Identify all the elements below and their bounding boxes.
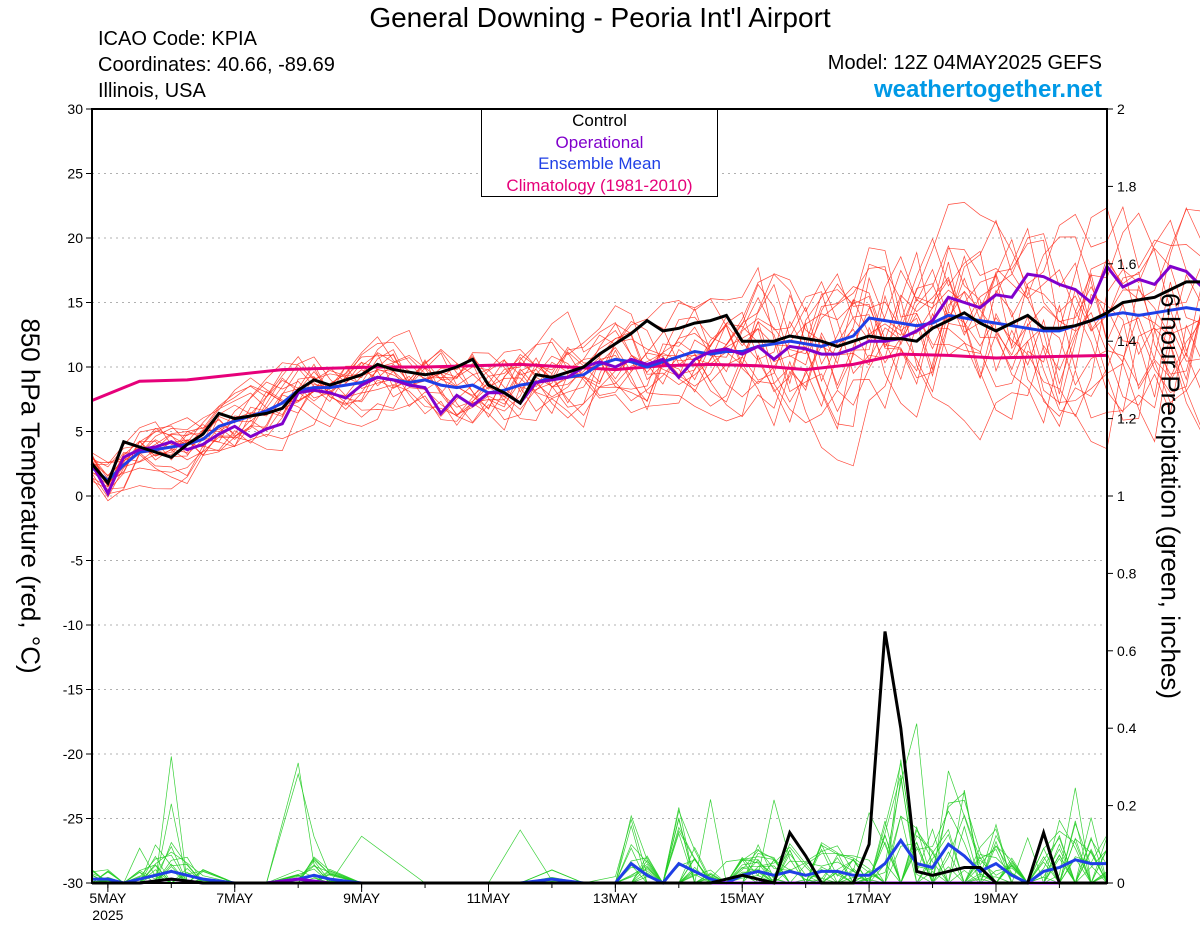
y-tick-label-right: 1.6 <box>1117 256 1137 272</box>
y-tick-label-left: -25 <box>63 811 83 827</box>
icao-code: ICAO Code: KPIA <box>98 28 257 50</box>
ensemble-member-temp-line <box>91 227 1200 495</box>
y-tick-label-left: 25 <box>67 166 83 182</box>
x-axis-ticks: 5MAY 7MAY 9MAY 11MAY 13MAY 15MAY 17MAY 19MAY 202… <box>89 883 1060 923</box>
y-tick-label-right: 0.6 <box>1117 643 1137 659</box>
legend-operational: Operational <box>555 132 644 152</box>
ensemble-member-temp-line <box>91 260 1200 465</box>
x-tick-label: 7MAY <box>216 890 254 906</box>
y-tick-label-left: -10 <box>63 617 83 633</box>
main-series <box>90 263 1200 885</box>
y-tick-label-right: 0.8 <box>1117 565 1137 581</box>
ensemble-member-temp-line <box>91 247 1200 502</box>
legend-control: Control <box>572 111 627 130</box>
x-tick-label: 17MAY <box>847 890 893 906</box>
y-tick-label-right: 0.2 <box>1117 798 1137 814</box>
operational-temp-line <box>90 263 1200 497</box>
y-tick-label-left: 20 <box>67 230 83 246</box>
y-tick-label-left: 0 <box>75 488 83 504</box>
y-tick-label-left: -15 <box>63 682 83 698</box>
ensemble-members-temperature <box>91 202 1200 502</box>
ensemble-member-temp-line <box>91 212 1200 485</box>
model-run: Model: 12Z 04MAY2025 GEFS <box>827 52 1102 74</box>
ensemble-member-precip-line <box>91 777 1108 884</box>
control-temp-line <box>90 280 1200 487</box>
y-tick-label-right: 1.8 <box>1117 178 1137 194</box>
y-tick-label-right: 2 <box>1117 101 1125 117</box>
y-tick-label-left: -5 <box>71 553 84 569</box>
x-tick-label: 9MAY <box>343 890 381 906</box>
ensemble-member-temp-line <box>91 208 1200 483</box>
x-tick-label: 19MAY <box>974 890 1020 906</box>
y-tick-label-left: 30 <box>67 101 83 117</box>
legend-climatology: Climatology (1981-2010) <box>506 175 693 195</box>
ensemble-member-temp-line <box>91 236 1200 492</box>
ensemble-member-temp-line <box>91 202 1200 483</box>
chart-title: General Downing - Peoria Int'l Airport <box>369 2 831 33</box>
ensemble-member-precip-line <box>91 723 1108 884</box>
site-name: weathertogether.net <box>873 76 1102 103</box>
ensemble-member-precip-line <box>91 826 1108 884</box>
ensemble-members-precipitation <box>91 723 1108 885</box>
y-tick-label-left: -30 <box>63 875 83 891</box>
y-tick-label-right: 1.2 <box>1117 411 1137 427</box>
ensemble-member-temp-line <box>91 279 1200 490</box>
y-axis-label-right: 6-hour Precipitation (green, inches) <box>1155 292 1186 700</box>
y-tick-label-right: 0.4 <box>1117 720 1137 736</box>
ensemble-member-precip-line <box>91 772 1107 884</box>
x-tick-label: 11MAY <box>467 890 511 906</box>
x-year-label: 2025 <box>92 907 123 923</box>
y-tick-label-right: 1.4 <box>1117 333 1137 349</box>
location: Illinois, USA <box>98 80 206 102</box>
ensemble-member-temp-line <box>91 255 1200 498</box>
ensemble-member-temp-line <box>91 207 1200 486</box>
x-tick-label: 5MAY <box>89 890 127 906</box>
legend: Control Operational Ensemble Mean Climat… <box>481 109 718 197</box>
plot-frame <box>91 108 1108 884</box>
ensemble-member-precip-line <box>91 834 1108 885</box>
ensemble-member-precip-line <box>91 774 1108 884</box>
grid-lines <box>92 173 1107 819</box>
x-tick-label: 13MAY <box>593 890 639 906</box>
ensemble-member-temp-line <box>91 266 1200 487</box>
ensemble-member-temp-line <box>91 219 1200 488</box>
left-axis-ticks: 30 25 20 15 10 5 0 -5 -10 -15 -20 -25 -30 <box>63 101 92 891</box>
ensemble-mean-temp-line <box>91 306 1200 483</box>
y-tick-label-right: 0 <box>1117 875 1125 891</box>
y-tick-label-left: 15 <box>67 295 83 311</box>
y-tick-label-left: 5 <box>75 424 83 440</box>
y-tick-label-left: -20 <box>63 746 83 762</box>
y-tick-label-left: 10 <box>67 359 83 375</box>
coordinates: Coordinates: 40.66, -89.69 <box>98 54 335 76</box>
y-axis-label-left: 850 hPa Temperature (red, °C) <box>15 318 46 674</box>
y-tick-label-right: 1 <box>1117 488 1125 504</box>
legend-ensemble-mean: Ensemble Mean <box>538 154 661 173</box>
x-tick-label: 15MAY <box>720 890 766 906</box>
right-axis-ticks: 2 1.8 1.6 1.4 1.2 1 0.8 0.6 0.4 0.2 0 <box>1107 101 1137 891</box>
